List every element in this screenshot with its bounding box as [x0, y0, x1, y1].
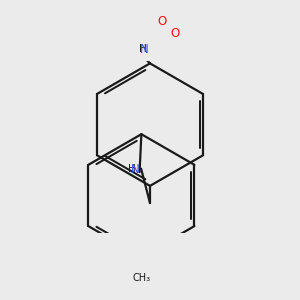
Text: N: N: [131, 163, 140, 176]
Text: O: O: [158, 15, 167, 28]
Text: N: N: [140, 44, 149, 56]
Text: H: H: [139, 44, 146, 54]
Text: H: H: [128, 164, 136, 174]
Text: O: O: [171, 27, 180, 40]
Text: CH₃: CH₃: [132, 273, 150, 283]
